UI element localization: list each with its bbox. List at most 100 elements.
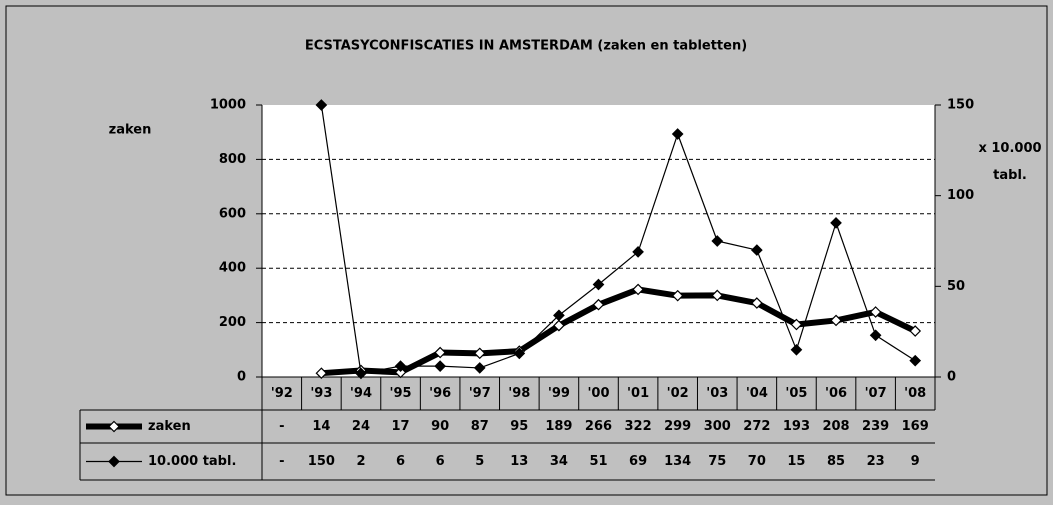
series-marker (869, 306, 882, 318)
series-marker (553, 309, 565, 322)
series-marker (434, 346, 446, 359)
x-tick-label: '00 (587, 386, 609, 401)
x-tick-label: '94 (350, 386, 372, 401)
series-marker (869, 329, 882, 342)
table-value: 14 (312, 419, 330, 434)
table-value: 90 (431, 419, 449, 434)
x-tick-label: '95 (390, 386, 412, 401)
table-value: 189 (545, 419, 572, 434)
series-marker (632, 246, 644, 258)
table-value: 69 (629, 454, 647, 469)
series-marker (394, 366, 407, 379)
series-marker (790, 343, 803, 356)
series-marker (592, 298, 605, 311)
series-marker (473, 362, 486, 374)
x-tick-label: '07 (865, 386, 887, 401)
x-tick-label: '92 (271, 386, 293, 401)
x-tick-label: '99 (548, 386, 570, 401)
series-marker (909, 325, 922, 337)
series-marker (671, 289, 684, 302)
table-value: 300 (704, 419, 731, 434)
plot-area (262, 105, 935, 377)
series-line (320, 104, 916, 374)
table-value: 23 (867, 454, 885, 469)
table-value: 70 (748, 454, 766, 469)
series-marker (632, 283, 644, 296)
series-marker (671, 128, 684, 140)
table-value: 6 (436, 454, 445, 469)
series-marker (751, 244, 763, 256)
y-tick-label: 1000 (210, 98, 246, 113)
table-value: 193 (783, 419, 810, 434)
table-value: - (279, 454, 284, 469)
x-tick-label: '97 (469, 386, 491, 401)
table-value: 134 (664, 454, 691, 469)
table-value: 9 (911, 454, 920, 469)
table-value: 85 (827, 454, 845, 469)
y2-tick-label: 50 (947, 279, 965, 294)
table-value: 75 (708, 454, 726, 469)
y2-tick-label: 0 (947, 370, 956, 385)
y-tick-label: 0 (237, 370, 246, 385)
series-marker (790, 318, 803, 331)
x-tick-label: '98 (508, 386, 530, 401)
table-value: 15 (787, 454, 805, 469)
series-marker (592, 278, 605, 291)
x-tick-label: '04 (746, 386, 768, 401)
chart-title: ECSTASYCONFISCATIES IN AMSTERDAM (zaken … (305, 39, 747, 54)
table-value: 2 (356, 454, 365, 469)
table-value: 95 (510, 419, 528, 434)
table-value: 51 (589, 454, 607, 469)
y-axis-label: zaken (109, 123, 152, 138)
series-marker (830, 314, 842, 327)
series-marker (394, 360, 407, 372)
y-tick-label: 400 (219, 261, 246, 276)
table-value: 5 (475, 454, 484, 469)
table-value: 150 (308, 454, 335, 469)
series-marker (830, 217, 842, 229)
y2-tick-label: 150 (947, 98, 974, 113)
series-marker (553, 319, 565, 332)
y2-axis-label: x 10.000 tabl. (978, 141, 1041, 183)
series-marker (315, 99, 328, 111)
table-value: 87 (471, 419, 489, 434)
series-marker (909, 354, 922, 367)
x-tick-label: '01 (627, 386, 649, 401)
table-value: 13 (510, 454, 528, 469)
legend-marker (108, 455, 120, 468)
table-value: 266 (585, 419, 612, 434)
series-marker (434, 360, 446, 372)
y2-tick-label: 100 (947, 188, 974, 203)
series-marker (711, 289, 724, 302)
x-tick-label: '96 (429, 386, 451, 401)
x-tick-label: '93 (310, 386, 332, 401)
legend-marker (108, 420, 120, 433)
table-value: 299 (664, 419, 691, 434)
series-marker (473, 347, 486, 360)
table-value: 272 (743, 419, 770, 434)
x-tick-label: '08 (904, 386, 926, 401)
x-tick-label: '06 (825, 386, 847, 401)
table-value: 6 (396, 454, 405, 469)
x-tick-label: '02 (667, 386, 689, 401)
series-marker (513, 347, 526, 360)
table-value: 208 (822, 419, 849, 434)
legend-label: 10.000 tabl. (148, 454, 236, 469)
series-marker (751, 297, 763, 309)
y-tick-label: 200 (219, 315, 246, 330)
table-value: 322 (625, 419, 652, 434)
table-value: - (279, 419, 284, 434)
table-value: 24 (352, 419, 370, 434)
table-value: 17 (392, 419, 410, 434)
table-value: 169 (902, 419, 929, 434)
series-marker (315, 367, 328, 380)
legend-label: zaken (148, 419, 191, 434)
x-tick-label: '05 (785, 386, 807, 401)
series-marker (711, 235, 724, 247)
series-marker (355, 367, 367, 380)
table-value: 34 (550, 454, 568, 469)
table-value: 239 (862, 419, 889, 434)
y-tick-label: 800 (219, 152, 246, 167)
y-tick-label: 600 (219, 206, 246, 221)
